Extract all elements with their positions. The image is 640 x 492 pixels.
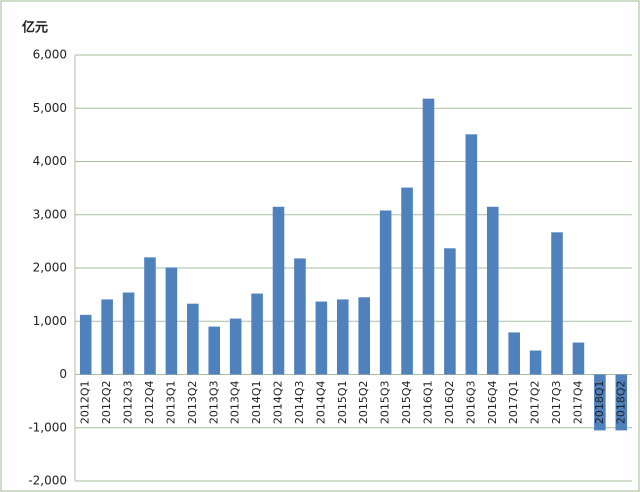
x-tick-label: 2017Q2 [529,381,542,425]
y-axis-label: 亿元 [22,20,48,36]
x-tick-label: 2014Q2 [272,381,285,425]
bar [615,374,628,431]
bar [144,257,156,375]
bar [187,303,199,375]
bar [122,292,135,375]
bar [272,206,285,375]
x-tick-label: 2015Q1 [336,381,349,425]
bar [444,248,456,375]
bar [422,98,435,375]
y-tick-label: 5,000 [33,101,67,115]
bar [315,301,328,375]
y-tick-label: 6,000 [33,48,67,62]
x-tick-label: 2013Q1 [164,381,177,425]
x-tick-label: 2014Q4 [314,381,327,425]
x-tick-label: 2014Q3 [293,381,306,425]
bar [465,134,478,375]
bar [101,299,113,375]
x-tick-label: 2012Q4 [143,381,156,425]
x-tick-label: 2017Q4 [571,381,584,425]
x-tick-label: 2018Q2 [614,381,627,425]
x-tick-label: 2012Q3 [122,381,135,425]
x-tick-label: 2016Q2 [443,381,456,425]
bar [208,326,221,375]
x-tick-label: 2013Q2 [186,381,199,425]
bar [379,210,392,375]
x-tick-label: 2015Q3 [379,381,392,425]
x-tick-label: 2016Q3 [464,381,477,425]
x-tick-label: 2017Q3 [550,381,563,425]
y-tick-label: 2,000 [33,261,67,275]
bar [594,374,606,431]
x-tick-label: 2018Q1 [593,381,606,425]
y-tick-label: 1,000 [33,314,67,328]
y-tick-label: -1,000 [28,420,67,434]
bar [358,297,370,375]
bar [165,267,178,375]
x-tick-label: 2012Q1 [79,381,92,425]
x-tick-label: 2012Q2 [100,381,113,425]
y-tick-label: 4,000 [33,154,67,168]
x-tick-label: 2017Q1 [507,381,520,425]
bar [251,293,263,375]
x-tick-label: 2013Q4 [229,381,242,425]
x-tick-label: 2016Q4 [486,381,499,425]
bar [229,318,242,375]
x-tick-label: 2013Q3 [207,381,220,425]
bar [401,187,413,375]
bar [294,258,306,375]
x-tick-label: 2015Q2 [357,381,370,425]
bar [551,232,563,375]
y-tick-label: 3,000 [33,207,67,221]
x-tick-label: 2015Q4 [400,381,413,425]
y-tick-label: -2,000 [28,474,67,488]
bar [337,299,349,375]
bar [486,206,499,375]
bar [529,350,542,375]
bar [572,342,585,375]
y-tick-label: 0 [59,367,67,381]
bar [508,332,520,375]
x-tick-label: 2014Q1 [250,381,263,425]
x-tick-label: 2016Q1 [421,381,434,425]
bar [79,314,92,375]
